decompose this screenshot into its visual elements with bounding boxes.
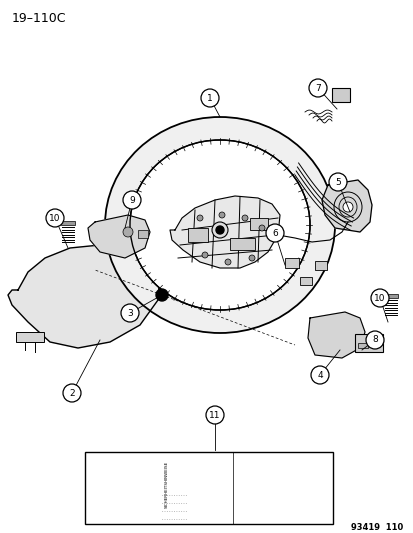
- Bar: [138, 230, 147, 238]
- Ellipse shape: [130, 140, 309, 310]
- Text: 1: 1: [206, 93, 212, 102]
- Bar: [314, 261, 326, 270]
- Circle shape: [248, 255, 254, 261]
- Text: 10: 10: [373, 294, 385, 303]
- Circle shape: [308, 79, 326, 97]
- Circle shape: [259, 225, 264, 231]
- Circle shape: [216, 226, 223, 234]
- Text: 7: 7: [314, 84, 320, 93]
- Polygon shape: [88, 215, 150, 258]
- Text: - - - - - - - - - - -: - - - - - - - - - - -: [162, 493, 187, 497]
- Ellipse shape: [105, 117, 334, 333]
- Bar: [284, 258, 298, 268]
- Circle shape: [242, 215, 247, 221]
- Bar: [354, 334, 382, 352]
- Bar: [357, 343, 367, 348]
- Circle shape: [63, 384, 81, 402]
- Circle shape: [121, 304, 139, 322]
- Text: 4: 4: [316, 370, 322, 379]
- Circle shape: [370, 289, 388, 307]
- Bar: [16, 332, 44, 342]
- Text: - - - - - - - - - - -: - - - - - - - - - - -: [162, 501, 187, 505]
- Polygon shape: [321, 180, 371, 232]
- Circle shape: [123, 227, 133, 237]
- Circle shape: [218, 212, 224, 218]
- Circle shape: [328, 173, 346, 191]
- Circle shape: [46, 209, 64, 227]
- Text: 2: 2: [69, 389, 75, 398]
- Circle shape: [342, 202, 352, 212]
- Polygon shape: [170, 196, 279, 268]
- Bar: [85, 452, 332, 524]
- Text: 6: 6: [271, 229, 277, 238]
- Circle shape: [206, 406, 223, 424]
- Text: 5: 5: [334, 177, 340, 187]
- Text: SICHERHEITSHINWEISE: SICHERHEITSHINWEISE: [165, 461, 169, 507]
- Circle shape: [156, 289, 168, 301]
- Text: 3: 3: [127, 309, 133, 318]
- Circle shape: [202, 252, 207, 258]
- Text: 10: 10: [49, 214, 61, 222]
- Bar: [331, 88, 349, 102]
- Text: 93419  110: 93419 110: [350, 523, 402, 532]
- Bar: [188, 228, 207, 242]
- Circle shape: [310, 366, 328, 384]
- Text: 11: 11: [209, 410, 220, 419]
- Bar: [230, 238, 254, 250]
- Circle shape: [365, 331, 383, 349]
- Circle shape: [224, 259, 230, 265]
- Bar: [299, 277, 311, 285]
- Text: - - - - - - - - - - -: - - - - - - - - - - -: [162, 509, 187, 513]
- Bar: [383, 294, 397, 297]
- Circle shape: [123, 191, 141, 209]
- Circle shape: [211, 222, 228, 238]
- Circle shape: [266, 224, 283, 242]
- Circle shape: [197, 215, 202, 221]
- Polygon shape: [307, 312, 364, 358]
- Circle shape: [201, 89, 218, 107]
- Text: 19–110C: 19–110C: [12, 12, 66, 25]
- Bar: [249, 218, 267, 230]
- Text: 8: 8: [371, 335, 377, 344]
- Polygon shape: [8, 245, 159, 348]
- Text: 9: 9: [129, 196, 135, 205]
- Bar: [61, 221, 75, 224]
- Text: - - - - - - - - - - -: - - - - - - - - - - -: [162, 517, 187, 521]
